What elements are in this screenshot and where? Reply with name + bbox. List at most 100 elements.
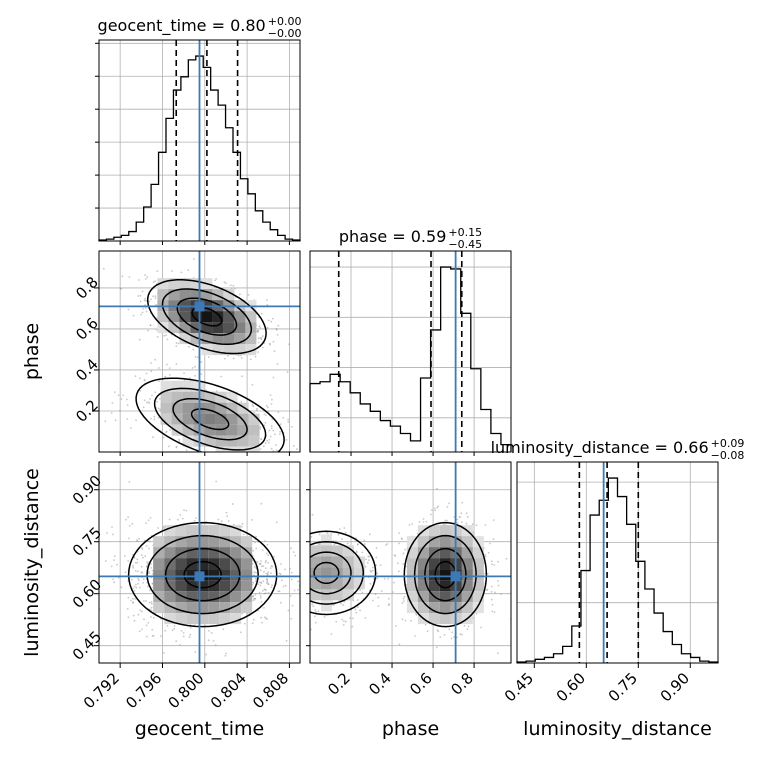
scatter-point xyxy=(314,615,316,618)
density-cell xyxy=(342,589,354,601)
scatter-point xyxy=(392,591,394,593)
density-cell xyxy=(215,402,227,414)
scatter-point xyxy=(127,537,130,540)
scatter-point xyxy=(266,304,269,306)
density-cell xyxy=(234,344,246,356)
scatter-point xyxy=(232,284,235,287)
scatter-point xyxy=(296,448,298,451)
density-cell xyxy=(299,589,310,600)
scatter-point xyxy=(145,310,148,313)
scatter-point xyxy=(113,555,116,557)
density-cell xyxy=(310,578,321,590)
scatter-point xyxy=(437,630,440,633)
scatter-point xyxy=(150,601,153,603)
scatter-point xyxy=(484,524,487,526)
y-tick-label: 0.6 xyxy=(72,314,102,344)
scatter-point xyxy=(210,632,213,634)
scatter-point xyxy=(177,518,179,521)
density-cell xyxy=(197,547,209,559)
scatter-point xyxy=(486,588,489,591)
y-tick-label: 0.2 xyxy=(72,396,102,426)
scatter-point xyxy=(342,624,345,626)
density-cell xyxy=(223,311,235,323)
scatter-point xyxy=(142,556,144,559)
truth-marker xyxy=(450,571,461,582)
scatter-point xyxy=(169,429,172,431)
scatter-point xyxy=(261,621,263,624)
scatter-point xyxy=(144,297,147,300)
density-cell xyxy=(428,536,440,548)
scatter-point xyxy=(291,604,294,607)
scatter-point xyxy=(272,450,275,452)
scatter-point xyxy=(183,372,186,374)
scatter-point xyxy=(136,561,139,564)
density-cell xyxy=(230,547,242,559)
scatter-point xyxy=(475,524,478,527)
density-cell xyxy=(175,602,187,614)
scatter-point xyxy=(282,417,285,419)
scatter-point xyxy=(139,586,141,589)
scatter-point xyxy=(338,528,341,530)
title-minus: −0.08 xyxy=(711,449,745,462)
scatter-point xyxy=(159,408,161,411)
density-cell xyxy=(153,547,165,559)
scatter-point xyxy=(259,326,261,329)
contour-line xyxy=(146,278,267,355)
y-tick-label: 0.75 xyxy=(69,524,105,560)
density-cell xyxy=(234,333,246,345)
scatter-point xyxy=(166,338,169,341)
scatter-point xyxy=(151,628,154,631)
density-cell xyxy=(331,545,343,557)
panel-content xyxy=(299,487,511,655)
density-cell xyxy=(472,569,484,581)
density-cell xyxy=(179,322,191,334)
scatter-point xyxy=(171,629,174,632)
density-cell xyxy=(320,600,332,612)
density-cell xyxy=(226,435,238,447)
density-cell xyxy=(219,536,231,548)
scatter-point xyxy=(456,522,459,524)
scatter-point xyxy=(240,357,243,359)
scatter-point xyxy=(220,520,223,523)
density-cell xyxy=(201,322,213,334)
scatter-point xyxy=(257,330,259,333)
scatter-point xyxy=(254,541,256,544)
density-cell xyxy=(472,580,484,592)
scatter-point xyxy=(160,635,162,637)
scatter-point xyxy=(330,633,333,635)
scatter-point xyxy=(366,561,369,564)
scatter-point xyxy=(162,652,165,654)
scatter-point xyxy=(102,267,105,270)
scatter-point xyxy=(333,543,336,546)
scatter-point xyxy=(145,600,148,602)
scatter-point xyxy=(127,596,130,599)
scatter-point xyxy=(127,308,130,311)
scatter-point xyxy=(200,361,203,363)
scatter-point xyxy=(285,640,288,642)
scatter-point xyxy=(152,616,155,619)
density-cell xyxy=(190,278,202,290)
density-cell xyxy=(215,435,227,447)
scatter-point xyxy=(266,543,269,546)
density-cell xyxy=(245,333,257,345)
scatter-point xyxy=(262,346,264,349)
scatter-point xyxy=(270,447,273,450)
scatter-point xyxy=(277,324,280,327)
density-cell xyxy=(175,613,187,625)
density-cell xyxy=(168,311,180,323)
density-cell xyxy=(204,402,216,414)
density-cell xyxy=(164,591,176,603)
scatter-point xyxy=(403,595,406,598)
density-cell xyxy=(406,558,418,570)
scatter-point xyxy=(180,271,183,274)
scatter-point xyxy=(162,436,165,439)
scatter-point xyxy=(279,433,281,435)
scatter-point xyxy=(246,612,248,615)
scatter-point xyxy=(189,377,191,380)
scatter-point xyxy=(175,640,178,643)
density-cell xyxy=(179,289,191,301)
density-cell xyxy=(208,536,220,548)
scatter-point xyxy=(142,406,145,409)
scatter-point xyxy=(144,274,147,276)
scatter-point xyxy=(259,448,262,451)
